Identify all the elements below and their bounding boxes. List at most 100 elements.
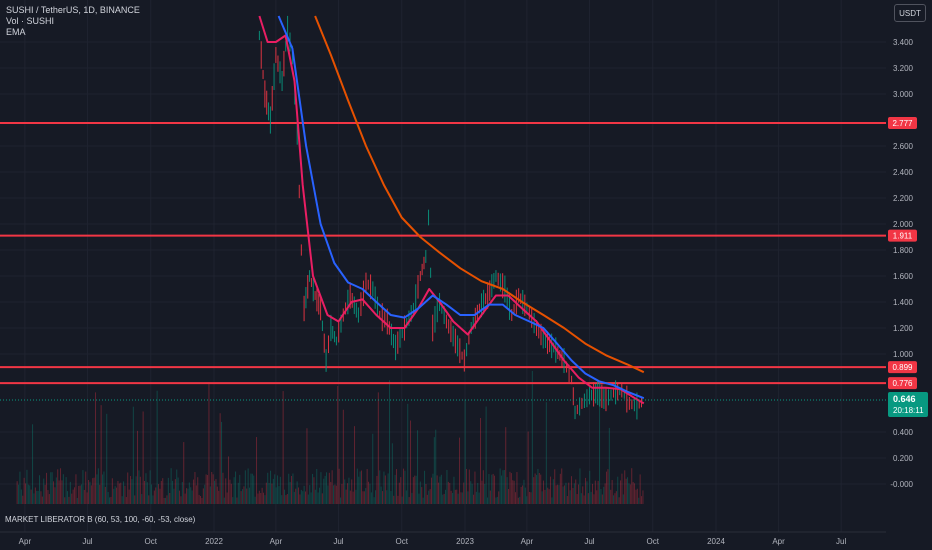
volume-bar [18,484,20,504]
volume-bar [610,489,612,504]
currency-button[interactable]: USDT [894,4,926,22]
price-tick-label: 1.600 [893,272,914,281]
volume-bar [404,470,406,504]
price-axis[interactable]: 3.400 3.200 3.000 2.600 2.400 2.200 2.000 1.800… [886,0,932,550]
volume-bar [405,490,407,504]
volume-bar [128,489,130,504]
volume-bar [432,473,434,504]
volume-bar [134,495,136,504]
volume-bar [145,473,147,504]
volume-bar [51,472,53,504]
volume-bar [481,480,483,504]
volume-bar [177,477,179,504]
volume-bar [236,497,238,504]
level-badge [888,377,917,390]
volume-bar [338,468,340,504]
volume-bar [81,484,83,504]
volume-bar [545,402,547,504]
volume-bar [110,496,112,504]
volume-bar [550,476,552,504]
bar-countdown-label: 20:18:11 [893,406,924,415]
volume-bar [398,482,400,504]
volume-bar [265,482,267,504]
volume-bar [389,380,391,504]
volume-bar [295,488,297,504]
price-tick-label: 3.000 [893,90,914,99]
volume-bar [78,485,80,504]
volume-bar [439,476,441,504]
volume-bar [596,490,598,504]
volume-bar [302,491,304,504]
volume-bar [501,475,503,504]
volume-bar [193,479,195,504]
volume-bar [473,494,475,504]
volume-bar [606,471,608,504]
volume-bar [386,490,388,504]
volume-bar [172,480,174,504]
volume-bar [88,479,90,504]
volume-bar [272,478,274,504]
current-price-label: 0.646 [893,394,916,404]
time-axis[interactable]: Apr Jul Oct 2022 Apr Jul Oct 2023 Apr Jul Oct 2024 A… [0,531,886,546]
volume-bar [155,487,157,504]
volume-bar [165,497,167,504]
volume-bar [510,473,512,504]
volume-bar [356,468,358,504]
volume-bar [355,489,357,504]
horizontal-levels[interactable] [0,121,886,385]
volume-bar [393,495,395,504]
volume-bar [590,491,592,504]
time-tick-label: 2024 [707,537,725,546]
price-tick-label: 1.400 [893,298,914,307]
volume-legend[interactable]: Vol · SUSHI [6,16,55,26]
volume-bar [284,489,286,504]
volume-bar [158,484,160,504]
volume-bar [600,488,602,504]
volume-bar [23,477,25,504]
volume-bar [123,481,125,504]
level-badge-label: 0.899 [892,363,913,372]
volume-bar [642,490,644,504]
volume-bar [491,474,493,504]
volume-bar [30,489,32,504]
volume-bar [358,476,360,504]
volume-bar [327,485,329,504]
volume-bar [121,496,123,504]
volume-bar [559,473,561,504]
volume-bar [317,492,319,504]
volume-bar [170,468,172,504]
volume-bar [307,494,309,504]
symbol-title[interactable]: SUSHI / TetherUS, 1D, BINANCE [6,5,140,15]
volume-bar [580,493,582,504]
volume-bar [130,476,132,504]
volume-bar [536,474,538,504]
volume-bar [425,484,427,504]
volume-bar [526,496,528,504]
time-tick-label: Oct [396,537,409,546]
volume-bar [160,480,162,504]
volume-bar [334,484,336,504]
volume-bar [411,492,413,504]
volume-bar [90,485,92,504]
volume-bar [537,468,539,504]
volume-bar [257,493,259,504]
volume-bar [64,497,66,504]
volume-bar [464,399,466,504]
volume-bar [506,477,508,504]
volume-bar [515,492,517,504]
volume-bar [569,490,571,504]
volume-bar [331,470,333,504]
volume-bar [457,493,459,504]
volume-bar [597,480,599,504]
indicator-label[interactable]: MARKET LIBERATOR B (60, 53, 100, -60, -5… [5,515,196,524]
volume-bar [547,487,549,504]
price-tick-label: 2.400 [893,168,914,177]
volume-bar [520,486,522,504]
volume-bar [519,496,521,504]
ema-legend[interactable]: EMA [6,27,26,37]
volume-bar [485,406,487,504]
volume-bar [375,490,377,504]
volume-bar [583,495,585,504]
volume-bar [414,475,416,504]
